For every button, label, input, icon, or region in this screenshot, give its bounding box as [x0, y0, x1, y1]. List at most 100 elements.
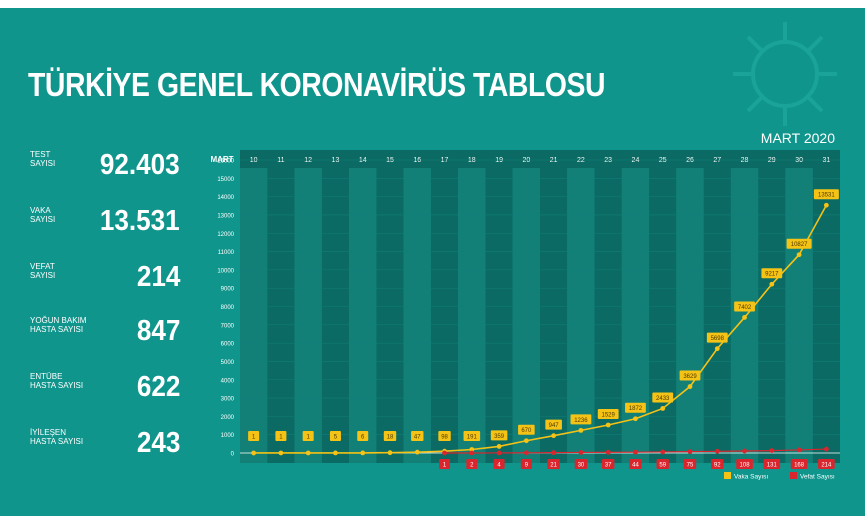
deaths-data-label: 92 [714, 463, 721, 469]
deaths-point [796, 447, 802, 453]
cases-data-label: 1 [307, 435, 311, 441]
stat-value: 13.531 [100, 205, 180, 237]
stat-label: VEFAT SAYISI [30, 262, 56, 280]
deaths-label-box [656, 459, 669, 469]
cases-data-label: 6 [361, 435, 365, 441]
x-tick-label: 31 [822, 157, 830, 164]
cases-point [496, 444, 502, 449]
deaths-point [442, 450, 447, 456]
infographic-panel: TÜRKİYE GENEL KORONAVİRÜS TABLOSU MART 2… [0, 8, 865, 516]
deaths-label-box [818, 459, 835, 469]
deaths-point [496, 450, 502, 456]
stat-recovered: İYİLEŞEN HASTA SAYISI 243 [30, 426, 180, 466]
x-tick-label: 12 [304, 157, 312, 164]
month-label: MART 2020 [760, 130, 835, 146]
cases-label-box [813, 189, 839, 200]
legend-deaths-swatch [790, 472, 797, 479]
cases-data-label: 1 [279, 435, 283, 441]
deaths-point [660, 449, 666, 455]
cases-data-label: 947 [549, 423, 560, 429]
stat-label: VAKA SAYISI [30, 206, 56, 224]
cases-label-box [357, 431, 369, 441]
cases-data-label: 5 [334, 435, 338, 441]
deaths-data-label: 21 [550, 463, 557, 469]
deaths-point [823, 446, 829, 452]
cases-line [253, 204, 828, 454]
y-tick-label: 16000 [217, 159, 234, 165]
x-tick-label: 21 [550, 157, 558, 164]
cases-data-label: 191 [467, 435, 478, 441]
cases-point [414, 449, 420, 455]
y-tick-label: 0 [231, 452, 235, 458]
deaths-data-label: 214 [821, 463, 832, 469]
stat-icu: YOĞUN BAKIM HASTA SAYISI 847 [30, 314, 180, 354]
cases-label-box [625, 402, 646, 413]
stat-label: İYİLEŞEN HASTA SAYISI [30, 428, 84, 446]
deaths-point [633, 449, 638, 455]
y-tick-label: 5000 [221, 360, 235, 366]
deaths-point [578, 450, 584, 455]
y-tick-label: 3000 [221, 397, 235, 403]
deaths-label-box [711, 459, 724, 469]
cases-data-label: 3629 [683, 374, 697, 380]
stat-label: TEST SAYISI [30, 150, 56, 168]
deaths-label-box [439, 459, 451, 469]
x-tick-label: 10 [250, 157, 258, 164]
deaths-data-label: 9 [525, 463, 529, 469]
y-tick-label: 2000 [221, 415, 235, 421]
x-tick-label: 30 [795, 157, 803, 164]
x-tick-label: 18 [468, 157, 476, 164]
cases-point [578, 427, 584, 433]
y-tick-label: 15000 [217, 177, 234, 183]
y-tick-label: 12000 [217, 232, 234, 238]
deaths-point [523, 450, 529, 456]
cases-point [469, 447, 475, 452]
deaths-data-label: 75 [687, 463, 694, 469]
x-tick-label: 22 [577, 157, 585, 164]
stat-deaths: VEFAT SAYISI 214 [30, 260, 180, 300]
cases-point [742, 315, 747, 320]
cases-deaths-chart: MART 10 11 12 13 14 15 16 17 18 19 20 21 22 23 24 25 26 27… [210, 150, 840, 481]
cases-label-box [652, 392, 674, 403]
x-tick-label: 16 [413, 157, 421, 164]
cases-label-box [490, 430, 508, 441]
x-tick-label: 13 [332, 157, 340, 164]
stat-value: 214 [136, 261, 180, 293]
deaths-label-box [520, 459, 532, 469]
y-tick-label: 14000 [217, 195, 234, 201]
legend-cases-label: Vaka Sayısı [734, 474, 768, 481]
cases-data-label: 1 [252, 435, 256, 441]
deaths-label-box [736, 459, 753, 469]
deaths-label-box [763, 459, 781, 469]
deaths-point [687, 449, 693, 455]
cases-point [714, 346, 720, 352]
cases-label-box [329, 431, 341, 441]
deaths-label-box [574, 459, 588, 469]
legend-cases-swatch [724, 472, 731, 479]
deaths-data-label: 4 [497, 463, 501, 469]
deaths-data-label: 2 [470, 463, 474, 469]
virus-watermark-icon [733, 22, 837, 126]
cases-label-box [518, 424, 535, 435]
y-tick-label: 9000 [221, 287, 235, 293]
cases-data-label: 9217 [765, 272, 779, 278]
y-tick-label: 1000 [221, 433, 235, 439]
cases-label-box [734, 301, 755, 312]
y-tick-label: 7000 [221, 323, 235, 329]
deaths-point [469, 450, 475, 456]
cases-label-box [545, 419, 562, 430]
cases-label-box [275, 431, 287, 441]
y-tick-label: 13000 [217, 213, 234, 219]
cases-data-label: 98 [441, 435, 448, 441]
stat-cases: VAKA SAYISI 13.531 [30, 204, 180, 244]
deaths-label-box [493, 459, 505, 469]
page-title: TÜRKİYE GENEL KORONAVİRÜS TABLOSU [28, 66, 606, 103]
header-strip [240, 150, 840, 168]
stat-value: 243 [136, 427, 180, 459]
cases-point [687, 384, 693, 389]
cases-point [251, 450, 257, 456]
cases-label-box [706, 332, 728, 343]
deaths-point [769, 448, 775, 454]
stat-label: YOĞUN BAKIM HASTA SAYISI [30, 316, 87, 334]
cases-data-label: 47 [414, 435, 421, 441]
